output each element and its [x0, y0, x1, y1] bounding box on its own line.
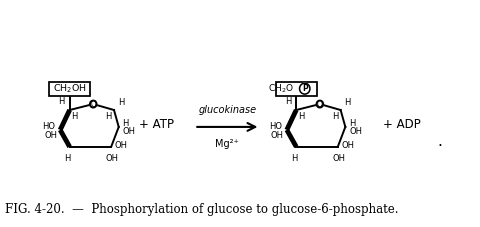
Text: CH$_2$OH: CH$_2$OH — [53, 82, 86, 95]
Text: OH: OH — [44, 131, 57, 140]
Text: H: H — [59, 97, 65, 106]
Text: OH: OH — [106, 154, 119, 163]
Text: + ATP: + ATP — [139, 118, 174, 131]
Text: glucokinase: glucokinase — [198, 105, 256, 115]
Circle shape — [90, 101, 96, 108]
Text: H: H — [298, 112, 304, 121]
Text: FIG. 4-20.  —  Phosphorylation of glucose to glucose-6-phosphate.: FIG. 4-20. — Phosphorylation of glucose … — [5, 203, 399, 216]
Text: H: H — [349, 119, 356, 128]
Text: H: H — [291, 154, 298, 163]
Text: H: H — [71, 112, 78, 121]
FancyBboxPatch shape — [49, 82, 90, 96]
Text: H: H — [105, 112, 111, 121]
Text: H: H — [64, 154, 71, 163]
Text: OH: OH — [332, 154, 345, 163]
Text: CH$_2$O: CH$_2$O — [267, 82, 293, 95]
Text: OH: OH — [271, 131, 284, 140]
Text: HO: HO — [269, 122, 282, 131]
Circle shape — [300, 83, 310, 94]
Text: H: H — [332, 112, 338, 121]
Text: H: H — [285, 97, 291, 106]
Text: OH: OH — [349, 127, 362, 136]
Text: OH: OH — [115, 141, 128, 150]
Text: H: H — [118, 98, 124, 107]
Text: OH: OH — [342, 141, 355, 150]
Text: OH: OH — [122, 127, 135, 136]
FancyBboxPatch shape — [276, 82, 316, 96]
Text: O: O — [90, 100, 96, 109]
Circle shape — [316, 101, 323, 108]
Text: + ADP: + ADP — [383, 118, 421, 131]
Text: HO: HO — [42, 122, 56, 131]
Text: P: P — [302, 84, 308, 93]
Text: H: H — [344, 98, 351, 107]
Text: O: O — [317, 100, 323, 109]
Text: .: . — [437, 134, 442, 149]
Text: H: H — [122, 119, 129, 128]
Text: Mg²⁺: Mg²⁺ — [216, 139, 239, 149]
